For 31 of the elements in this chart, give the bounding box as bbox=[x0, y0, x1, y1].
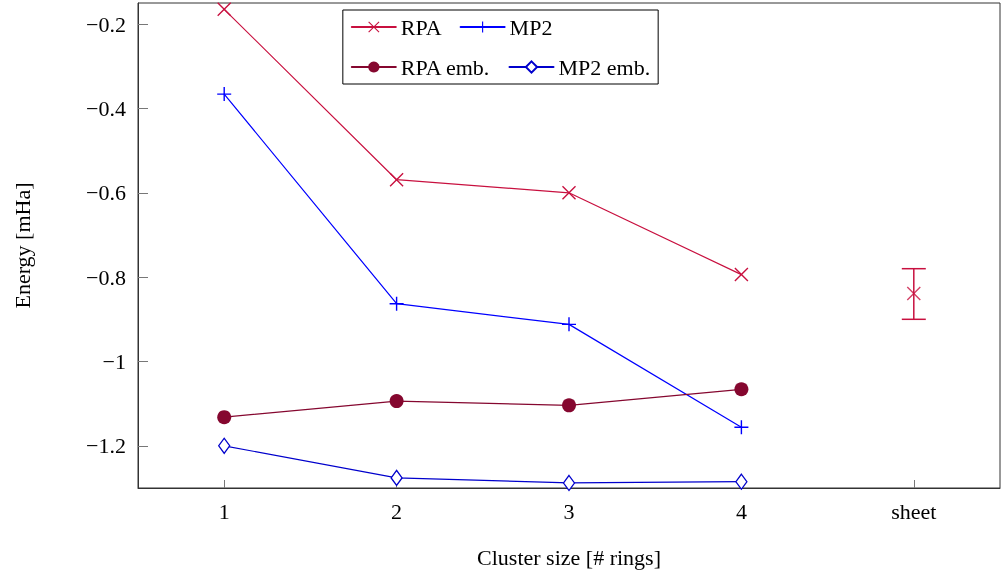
x-tick-label: 4 bbox=[735, 498, 747, 524]
point bbox=[389, 394, 404, 409]
y-tick-label: −0.8 bbox=[86, 264, 126, 290]
x-axis-title: Cluster size [# rings] bbox=[477, 544, 661, 570]
point bbox=[734, 382, 749, 397]
y-tick-label: −0.4 bbox=[86, 95, 126, 121]
y-tick-label: −0.2 bbox=[86, 11, 126, 37]
point bbox=[217, 410, 232, 425]
legend-label: RPA emb. bbox=[400, 54, 490, 80]
x-tick-label: 2 bbox=[391, 498, 403, 524]
point bbox=[218, 437, 231, 454]
point bbox=[217, 2, 232, 17]
y-tick-label: −1 bbox=[102, 348, 126, 374]
point bbox=[735, 473, 748, 490]
point bbox=[389, 172, 404, 187]
legend-label: MP2 emb. bbox=[558, 54, 651, 80]
point bbox=[217, 87, 232, 102]
legend-label: RPA bbox=[400, 14, 442, 40]
point bbox=[562, 474, 576, 492]
x-tick-label: sheet bbox=[891, 498, 937, 524]
legend-label: MP2 bbox=[509, 14, 553, 40]
point bbox=[390, 469, 403, 487]
x-tick-label: 3 bbox=[563, 498, 575, 524]
y-axis-title: Energy [mHa] bbox=[9, 182, 35, 309]
x-tick-label: 1 bbox=[218, 498, 230, 524]
point bbox=[562, 398, 576, 413]
y-tick-label: −0.6 bbox=[86, 180, 126, 206]
point bbox=[562, 185, 576, 200]
point bbox=[562, 317, 576, 332]
y-tick-label: −1.2 bbox=[86, 433, 126, 459]
point bbox=[906, 286, 921, 301]
